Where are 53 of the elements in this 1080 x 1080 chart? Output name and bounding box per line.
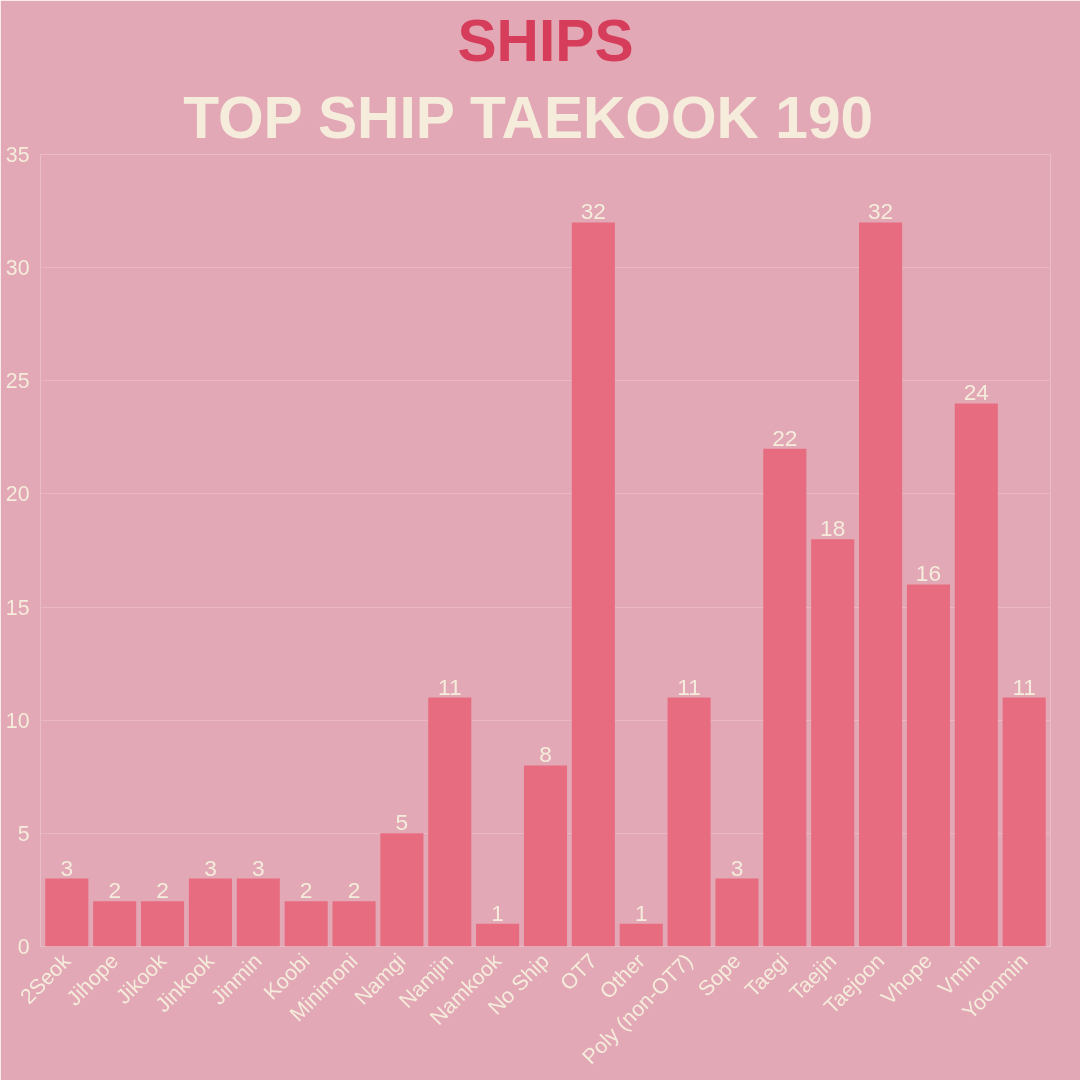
data-label: 5 (395, 809, 409, 836)
bar (715, 878, 759, 947)
bar (763, 448, 807, 947)
data-label: 24 (963, 379, 989, 406)
data-label: 3 (730, 854, 744, 881)
data-label: 2 (108, 877, 121, 904)
bar (476, 923, 520, 947)
bar (906, 584, 950, 947)
y-tick-label: 25 (5, 369, 30, 394)
bar (571, 222, 615, 947)
data-label: 3 (252, 854, 265, 881)
bar (380, 833, 424, 947)
bar (284, 901, 328, 947)
bar (954, 403, 998, 947)
data-label: 16 (915, 560, 942, 587)
y-tick-label: 10 (5, 708, 30, 733)
y-tick-label: 5 (17, 821, 30, 846)
data-label: 18 (820, 515, 846, 542)
bar (188, 878, 232, 947)
data-label: 2 (156, 877, 169, 904)
bar (93, 901, 137, 947)
bar (141, 901, 185, 947)
bar (236, 878, 280, 947)
y-tick-label: 35 (5, 143, 30, 167)
data-label: 22 (772, 424, 798, 451)
x-tick-label: OT7 (555, 949, 602, 996)
data-label: 2 (299, 877, 313, 904)
data-label: 1 (491, 899, 504, 926)
bar (332, 901, 376, 947)
data-label: 11 (1012, 673, 1036, 700)
data-label: 32 (580, 198, 606, 225)
bar (428, 697, 472, 947)
bar (619, 923, 663, 947)
data-label: 1 (634, 899, 648, 926)
data-label: 2 (347, 877, 361, 904)
bar (45, 878, 89, 947)
data-label: 3 (60, 854, 74, 881)
bar (523, 765, 568, 947)
data-label: 8 (539, 741, 552, 768)
bar (667, 697, 711, 947)
y-tick-label: 30 (5, 256, 30, 281)
data-label: 11 (677, 673, 701, 700)
y-tick-label: 0 (17, 935, 30, 959)
bar (811, 539, 855, 947)
data-label: 3 (204, 854, 217, 881)
bar (1002, 697, 1046, 947)
chart-title: SHIPS (457, 7, 634, 73)
data-label: 11 (438, 673, 462, 700)
bar (859, 222, 903, 947)
data-label: 32 (867, 198, 894, 225)
y-tick-label: 15 (5, 595, 30, 620)
chart-subtitle: TOP SHIP TAEKOOK 190 (183, 84, 874, 150)
y-tick-label: 20 (5, 482, 30, 507)
